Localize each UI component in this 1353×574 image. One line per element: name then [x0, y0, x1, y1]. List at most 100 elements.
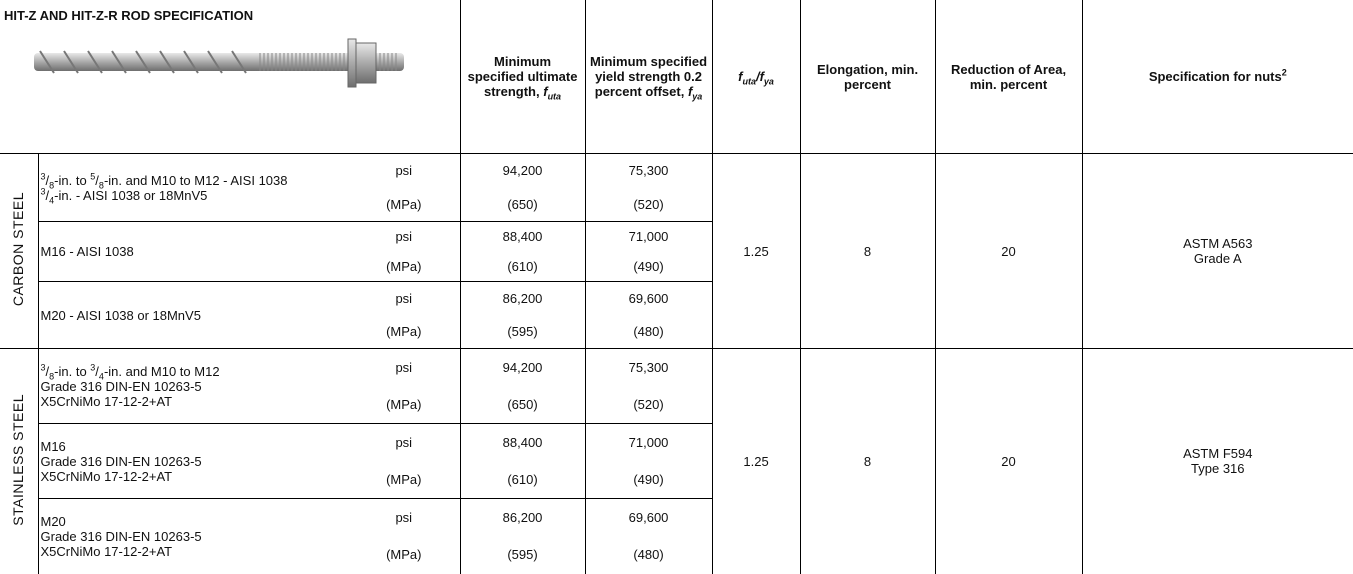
group-label-cell: STAINLESS STEEL: [0, 348, 38, 574]
nuts-line: ASTM F594: [1183, 446, 1253, 462]
title-cell: HIT-Z AND HIT-Z-R ROD SPECIFICATION: [0, 0, 461, 154]
description-cell: M20 - AISI 1038 or 18MnV5: [37, 281, 348, 349]
ultimate-cell: 94,200: [459, 348, 586, 386]
ultimate-cell: (610): [459, 251, 586, 282]
description-cell: M16 - AISI 1038: [37, 221, 348, 282]
text-segment: X5CrNiMo 17-12-2+AT: [40, 393, 173, 409]
text-segment: M16 - AISI 1038: [40, 244, 134, 259]
table-row: M16 Grade 316 DIN-EN 10263-5 X5CrNiMo 17-1…: [0, 423, 1353, 499]
text-segment: Grade 316 DIN-EN 10263-5: [40, 453, 202, 469]
table-row: (MPa) (610) (490): [0, 251, 1353, 282]
ultimate-cell: 94,200: [459, 153, 586, 188]
text-segment: Minimum specified yield strength 0.2 per…: [590, 54, 708, 99]
description-cell: M20 Grade 316 DIN-EN 10263-5 X5CrNiMo 17-1…: [37, 498, 348, 574]
text-segment: Minimum specified ultimate strength,: [467, 54, 578, 99]
text-segment: Grade 316 DIN-EN 10263-5: [40, 378, 202, 394]
unit-cell: (MPa): [386, 547, 422, 562]
description-cell: M16 Grade 316 DIN-EN 10263-5 X5CrNiMo 17-1…: [37, 423, 348, 499]
text-segment: -in. and M10 to M12 - AISI 1038: [103, 172, 288, 188]
reduction-cell: 20: [934, 348, 1083, 574]
text-segment: -in. - AISI 1038 or 18MnV5: [54, 187, 208, 203]
text-segment: /: [45, 172, 50, 188]
text-segment: 8: [49, 180, 55, 191]
text-segment: uta: [742, 76, 756, 87]
nuts-line: Type 316: [1191, 461, 1245, 477]
yield-cell: (490): [584, 460, 713, 499]
ultimate-cell: 86,200: [459, 498, 586, 536]
yield-cell: 69,600: [584, 498, 713, 536]
table-row: M20 - AISI 1038 or 18MnV5 psi 86,200 69,600: [0, 281, 1353, 349]
text-segment: 3: [40, 186, 46, 197]
column-header: futa/fya: [711, 0, 801, 154]
text-segment: X5CrNiMo 17-12-2+AT: [40, 543, 173, 559]
text-segment: 3: [90, 362, 96, 373]
description-line: M20 - AISI 1038 or 18MnV5: [41, 308, 345, 323]
header-row: HIT-Z AND HIT-Z-R ROD SPECIFICATION: [0, 0, 1353, 154]
unit-cell: (MPa): [386, 471, 422, 487]
text-segment: ya: [763, 76, 774, 87]
text-segment: 8: [98, 180, 104, 191]
ultimate-cell: (610): [459, 460, 586, 499]
table-title: HIT-Z AND HIT-Z-R ROD SPECIFICATION: [4, 8, 254, 23]
unit-cell: psi: [348, 348, 461, 386]
rod-image: [34, 38, 404, 88]
table-row: (MPa) (650) (520): [0, 187, 1353, 222]
table-row: (MPa) (595) (480): [0, 314, 1353, 349]
text-segment: Specification for nuts: [1148, 69, 1282, 84]
text-segment: 3: [40, 171, 46, 182]
ratio-cell: 1.25: [711, 153, 801, 349]
ultimate-cell: (650): [459, 187, 586, 222]
text-segment: 4: [49, 195, 55, 206]
text-segment: /: [95, 172, 99, 188]
unit-cell: (MPa): [386, 258, 422, 274]
ultimate-cell: (650): [459, 385, 586, 424]
yield-cell: (480): [584, 535, 713, 574]
text-segment: f: [687, 84, 693, 99]
reduction-cell: 20: [934, 153, 1083, 349]
unit-cell: psi: [348, 153, 461, 188]
yield-cell: (490): [584, 251, 713, 282]
group-label: STAINLESS STEEL: [10, 393, 27, 526]
yield-cell: (480): [584, 314, 713, 349]
unit-cell: (MPa): [386, 323, 422, 339]
column-header: Minimum specified ultimate strength, fut…: [459, 0, 586, 154]
yield-cell: 71,000: [584, 221, 713, 252]
text-segment: /: [755, 69, 760, 84]
unit-cell: psi: [348, 221, 461, 252]
description-line: M16: [41, 439, 345, 454]
nuts-line: Grade A: [1193, 251, 1242, 266]
description-line: M20: [41, 514, 345, 529]
text-segment: /: [45, 363, 50, 379]
text-segment: -in. to: [54, 363, 91, 379]
text-segment: f: [738, 69, 743, 84]
text-segment: -in. to: [54, 172, 91, 188]
text-segment: 3: [40, 362, 46, 373]
group-label-cell: CARBON STEEL: [0, 153, 38, 349]
text-segment: Reduction of Area, min. percent: [950, 61, 1067, 92]
ultimate-cell: (595): [459, 314, 586, 349]
text-segment: 4: [98, 371, 104, 382]
text-segment: M16: [40, 438, 66, 454]
ratio-cell: 1.25: [711, 348, 801, 574]
column-header: Elongation, min. percent: [799, 0, 936, 154]
ultimate-cell: 88,400: [459, 423, 586, 461]
description-line: X5CrNiMo 17-12-2+AT: [41, 469, 345, 484]
unit-cell: psi: [348, 423, 461, 461]
table-row: M20 Grade 316 DIN-EN 10263-5 X5CrNiMo 17-1…: [0, 498, 1353, 574]
yield-cell: 69,600: [584, 281, 713, 315]
description-cell: 3/8-in. to 5/8-in. and M10 to M12 - AISI…: [37, 153, 348, 222]
description-line: X5CrNiMo 17-12-2+AT: [41, 544, 345, 559]
table-row: M16 - AISI 1038 psi 88,400 71,000: [0, 221, 1353, 282]
description-line: Grade 316 DIN-EN 10263-5: [41, 379, 345, 394]
text-segment: ya: [692, 91, 703, 102]
column-header: Reduction of Area, min. percent: [934, 0, 1083, 154]
description-cell: 3/8-in. to 3/4-in. and M10 to M12 Grade 3…: [37, 348, 348, 424]
text-segment: uta: [547, 91, 562, 102]
text-segment: f: [759, 69, 764, 84]
description-line: 3/4-in. - AISI 1038 or 18MnV5: [40, 186, 345, 206]
ultimate-cell: 86,200: [459, 281, 586, 315]
text-segment: /: [45, 187, 50, 203]
ultimate-cell: 88,400: [459, 221, 586, 252]
